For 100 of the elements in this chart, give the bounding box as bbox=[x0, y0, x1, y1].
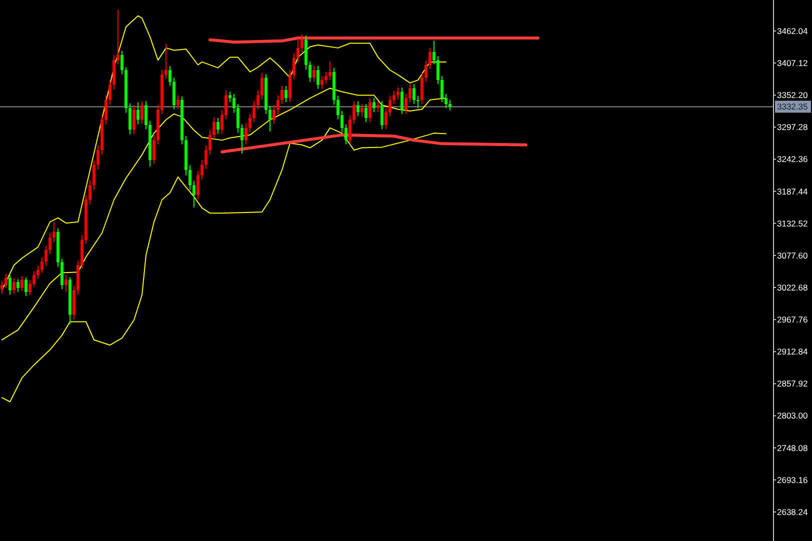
y-tick-label: 3407.12 bbox=[777, 58, 808, 68]
candlestick bbox=[24, 276, 28, 297]
candlestick bbox=[140, 100, 144, 124]
candlestick bbox=[248, 113, 252, 133]
candlestick bbox=[320, 75, 324, 90]
candlestick bbox=[36, 265, 40, 280]
candlestick bbox=[224, 90, 228, 120]
candlestick bbox=[92, 160, 96, 190]
y-tick-label: 3022.68 bbox=[777, 282, 808, 292]
y-tick-label: 3132.52 bbox=[777, 218, 808, 228]
candlestick bbox=[336, 95, 340, 120]
candlestick bbox=[300, 34, 304, 53]
candlestick bbox=[152, 135, 156, 165]
candlestick bbox=[212, 116, 216, 140]
candlestick bbox=[284, 85, 288, 103]
candlestick bbox=[32, 271, 36, 288]
y-tick-label: 2748.08 bbox=[777, 442, 808, 453]
candlestick bbox=[52, 221, 56, 243]
candlestick bbox=[40, 257, 44, 274]
candlestick bbox=[120, 50, 124, 75]
candlestick bbox=[380, 100, 384, 130]
candlestick bbox=[252, 100, 256, 123]
candlestick bbox=[344, 124, 348, 145]
candlestick bbox=[260, 72, 264, 100]
candlestick bbox=[116, 9, 120, 65]
line-series bbox=[220, 133, 528, 154]
candlestick bbox=[8, 274, 12, 296]
candlestick bbox=[348, 115, 352, 145]
candlestick bbox=[448, 99, 452, 111]
y-tick-label: 2693.16 bbox=[777, 474, 808, 485]
candlestick bbox=[352, 100, 356, 124]
candlestick bbox=[164, 43, 168, 80]
candlestick bbox=[268, 105, 272, 132]
candlestick bbox=[408, 84, 412, 103]
candlestick bbox=[292, 52, 296, 80]
candlestick bbox=[272, 104, 276, 124]
candlestick bbox=[168, 66, 172, 86]
candlestick bbox=[44, 245, 48, 266]
candlestick bbox=[132, 104, 136, 134]
candlestick bbox=[368, 98, 372, 123]
candlestick bbox=[240, 124, 244, 154]
candlestick bbox=[364, 103, 368, 123]
line-series bbox=[2, 15, 446, 291]
candlestick bbox=[60, 258, 64, 290]
y-tick-label: 3352.20 bbox=[777, 90, 808, 100]
candlestick bbox=[396, 87, 400, 100]
candlestick bbox=[12, 278, 16, 294]
candlestick bbox=[376, 100, 380, 113]
candlestick bbox=[324, 71, 328, 85]
y-tick-label: 2638.24 bbox=[777, 506, 808, 517]
candlestick bbox=[416, 95, 420, 109]
candlestick bbox=[328, 60, 332, 81]
candlestick bbox=[96, 144, 100, 170]
candlestick bbox=[440, 75, 444, 103]
candlestick bbox=[172, 77, 176, 110]
candlestick bbox=[16, 278, 20, 292]
candlestick bbox=[392, 90, 396, 104]
candlestick bbox=[48, 232, 52, 255]
candlestick bbox=[204, 144, 208, 170]
candlestick bbox=[28, 280, 32, 296]
candlestick bbox=[444, 94, 448, 109]
candlestick bbox=[256, 90, 260, 110]
candlestick bbox=[388, 95, 392, 117]
y-tick-label: 2967.76 bbox=[777, 314, 808, 325]
candlestick bbox=[4, 273, 8, 288]
candlestick bbox=[420, 73, 424, 104]
line-series bbox=[2, 88, 446, 340]
candlestick bbox=[64, 274, 68, 292]
candlestick bbox=[216, 117, 220, 134]
candlestick bbox=[144, 100, 148, 130]
candlestick bbox=[108, 80, 112, 106]
candlestick bbox=[192, 180, 196, 208]
candlestick bbox=[356, 100, 360, 117]
candlestick bbox=[276, 94, 280, 114]
candlestick bbox=[136, 102, 140, 125]
y-tick-label: 2803.00 bbox=[777, 410, 808, 421]
candlestick bbox=[296, 38, 300, 62]
candlestick bbox=[232, 94, 236, 114]
candlestick bbox=[404, 94, 408, 114]
candlestick bbox=[280, 85, 284, 104]
y-tick-label: 2912.84 bbox=[777, 346, 808, 357]
y-tick-label: 3462.04 bbox=[777, 26, 808, 36]
ref-line-label: 3332.35 bbox=[777, 102, 808, 112]
candlestick bbox=[196, 170, 200, 200]
candlestick bbox=[88, 180, 92, 205]
candlestick bbox=[244, 122, 248, 145]
y-tick-label: 2857.92 bbox=[777, 378, 808, 389]
candlestick bbox=[340, 110, 344, 133]
candlestick bbox=[372, 98, 376, 113]
candlestick bbox=[428, 47, 432, 70]
y-tick-label: 3242.36 bbox=[777, 154, 808, 164]
candlestick bbox=[228, 91, 232, 103]
candlestick bbox=[432, 40, 436, 65]
candlestick bbox=[176, 94, 180, 110]
candlestick bbox=[308, 60, 312, 82]
candlestick bbox=[412, 84, 416, 104]
candlestick bbox=[424, 60, 428, 82]
candlestick bbox=[236, 103, 240, 134]
candlestick bbox=[384, 108, 388, 130]
candlestick bbox=[316, 66, 320, 90]
